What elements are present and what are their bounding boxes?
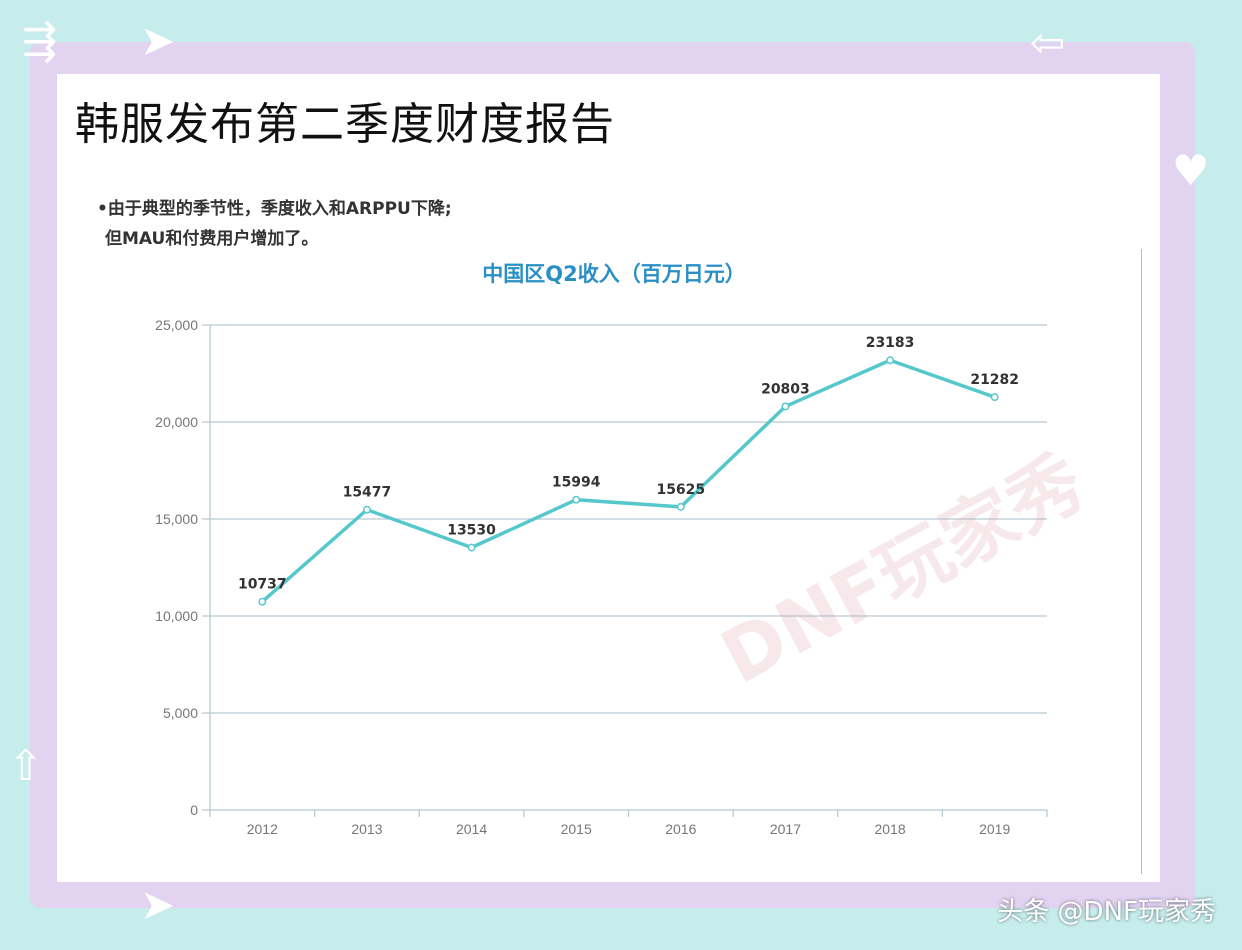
data-point: [886, 356, 895, 365]
x-tick-label: 2013: [351, 821, 382, 837]
chart-title: 中国区Q2收入（百万日元）: [482, 262, 745, 286]
data-point: [676, 502, 685, 511]
x-tick-label: 2014: [456, 821, 487, 837]
slide-panel: 韩服发布第二季度财度报告 •由于典型的季节性，季度收入和ARPPU下降; 但MA…: [57, 74, 1160, 882]
x-tick-label: 2012: [247, 821, 278, 837]
x-tick-label: 2016: [665, 821, 696, 837]
arrow-decoration-icon: ➤: [140, 880, 176, 929]
bullet-line-2: 但MAU和付费用户增加了。: [105, 229, 319, 249]
x-tick-label: 2015: [561, 821, 592, 837]
data-point: [990, 393, 999, 402]
y-tick-label: 0: [190, 802, 198, 818]
bullet-line-1: •由于典型的季节性，季度收入和ARPPU下降;: [97, 199, 452, 219]
data-label: 21282: [970, 372, 1019, 388]
source-tag: 头条 @DNF玩家秀: [997, 897, 1216, 927]
y-tick-label: 15,000: [155, 511, 198, 527]
data-point: [362, 505, 371, 514]
x-tick-label: 2019: [979, 821, 1010, 837]
data-label: 15477: [343, 485, 392, 501]
data-label: 15994: [552, 475, 601, 491]
y-tick-label: 20,000: [155, 414, 198, 430]
arrow-decoration-icon: ⇦: [1030, 18, 1066, 67]
arrow-decoration-icon: ⇶: [22, 16, 58, 65]
data-label: 20803: [761, 381, 810, 397]
data-point: [258, 597, 267, 606]
data-label: 15625: [656, 482, 705, 498]
y-tick-label: 5,000: [163, 705, 198, 721]
data-label: 10737: [238, 577, 287, 593]
series-line: [261, 358, 996, 604]
bullet-note: •由于典型的季节性，季度收入和ARPPU下降; 但MAU和付费用户增加了。: [97, 194, 452, 254]
data-label: 13530: [447, 523, 496, 539]
vertical-divider: [1141, 249, 1142, 874]
arrow-decoration-icon: ➤: [140, 16, 176, 65]
data-label: 23183: [866, 335, 915, 351]
data-point: [781, 402, 790, 411]
data-point: [572, 495, 581, 504]
data-point: [467, 543, 476, 552]
y-tick-label: 10,000: [155, 608, 198, 624]
x-tick-label: 2018: [874, 821, 905, 837]
heart-decoration-icon: ♥: [1172, 146, 1210, 195]
arrow-decoration-icon: ⇧: [8, 741, 44, 790]
page-title: 韩服发布第二季度财度报告: [75, 99, 615, 150]
y-tick-label: 25,000: [155, 317, 198, 333]
x-tick-label: 2017: [770, 821, 801, 837]
